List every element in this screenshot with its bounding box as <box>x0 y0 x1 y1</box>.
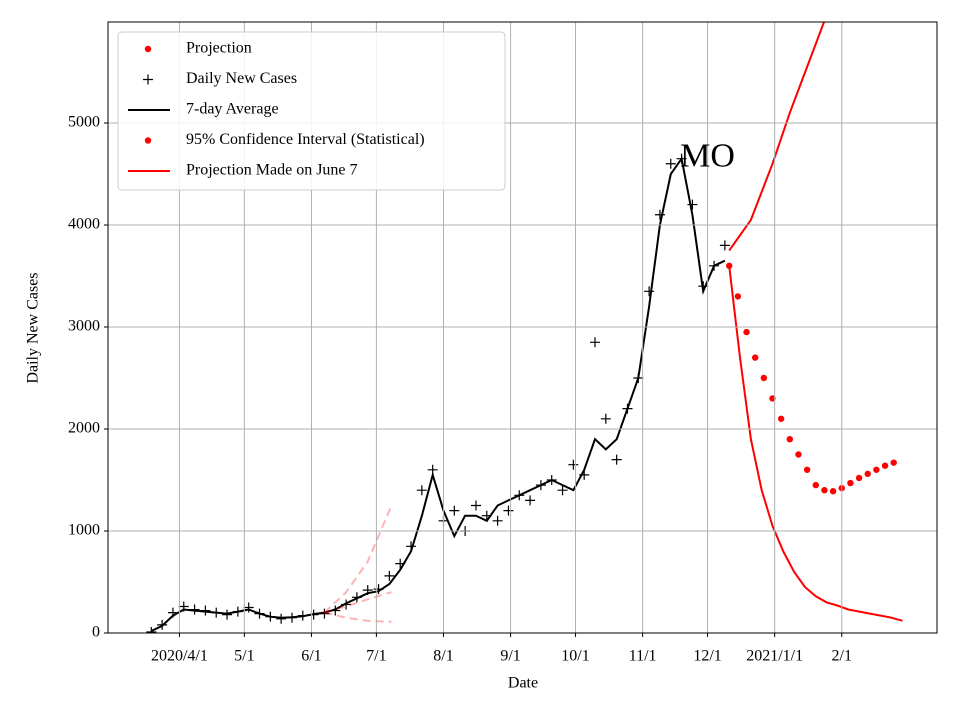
x-tick-label: 8/1 <box>433 648 453 665</box>
projection-dot <box>795 451 802 458</box>
projection-dot <box>890 459 897 466</box>
x-tick-label: 5/1 <box>234 648 254 665</box>
case-marker <box>590 337 601 348</box>
y-tick-label: 3000 <box>68 318 100 335</box>
case-marker <box>568 459 579 470</box>
average-line <box>150 156 726 632</box>
legend-label: Projection Made on June 7 <box>186 162 358 179</box>
projection-dot <box>864 470 871 478</box>
case-marker <box>492 515 503 526</box>
x-tick-label: 6/1 <box>301 648 321 665</box>
x-tick-label: 2020/4/1 <box>151 648 208 665</box>
projection-dot <box>777 415 785 422</box>
x-tick-label: 9/1 <box>500 648 520 665</box>
x-tick-label: 12/1 <box>693 648 721 665</box>
case-marker <box>449 505 460 516</box>
x-tick-label: 10/1 <box>561 648 589 665</box>
ci-upper <box>728 22 826 252</box>
legend-label: 7-day Average <box>186 101 279 118</box>
june-projection-values <box>324 591 392 614</box>
legend-label: 95% Confidence Interval (Statistical) <box>186 131 425 148</box>
projection-dot <box>829 488 837 495</box>
case-marker <box>644 286 655 297</box>
case-marker <box>719 240 730 251</box>
projection-dot <box>873 466 880 473</box>
y-tick-label: 2000 <box>68 420 100 437</box>
legend-label: Daily New Cases <box>186 70 297 87</box>
case-marker <box>146 626 157 633</box>
ci-lower <box>728 265 903 622</box>
projection-dot <box>812 481 819 489</box>
x-axis-label: Date <box>508 675 538 692</box>
projection-dot <box>751 354 759 361</box>
case-marker <box>470 500 481 511</box>
case-marker <box>525 495 536 506</box>
june-projection-lower <box>324 611 392 623</box>
x-tick-label: 7/1 <box>366 648 386 665</box>
projection-dot <box>855 474 863 482</box>
projection-dot <box>769 395 776 402</box>
x-tick-label: 11/1 <box>629 648 657 665</box>
projection-dot <box>821 486 828 494</box>
y-axis-label: Daily New Cases <box>25 272 42 383</box>
projection-dot <box>847 479 854 487</box>
june-projection-upper <box>323 505 393 614</box>
y-tick-label: 0 <box>92 624 100 641</box>
case-marker <box>503 505 514 516</box>
projection-dot <box>743 328 750 336</box>
legend-marker <box>144 45 152 53</box>
projection-dot <box>734 293 742 300</box>
projection-dot <box>760 374 768 382</box>
x-tick-label: 2/1 <box>832 648 852 665</box>
axes-frame <box>107 21 938 634</box>
projection-dot <box>786 435 794 443</box>
y-tick-label: 1000 <box>68 522 100 539</box>
plot-area <box>146 22 903 633</box>
projection-dot <box>726 262 733 269</box>
case-marker <box>687 199 698 210</box>
y-tick-label: 4000 <box>68 216 100 233</box>
case-marker <box>600 413 611 424</box>
y-tick-label: 5000 <box>68 114 100 131</box>
case-marker <box>557 485 568 496</box>
legend-marker <box>144 137 152 144</box>
case-marker <box>665 158 676 169</box>
case-marker <box>384 570 395 581</box>
case-marker <box>611 454 622 465</box>
case-marker <box>243 602 254 613</box>
annotation: MO <box>680 137 735 174</box>
legend-label: Projection <box>186 40 252 57</box>
case-marker <box>222 609 233 620</box>
projection-dot <box>803 466 811 473</box>
x-tick-label: 2021/1/1 <box>746 648 803 665</box>
case-marker <box>654 209 665 220</box>
legend-box <box>117 31 506 191</box>
legend-marker <box>143 74 153 85</box>
projection-dot <box>881 462 889 469</box>
case-marker <box>276 613 287 624</box>
case-marker <box>416 485 427 496</box>
